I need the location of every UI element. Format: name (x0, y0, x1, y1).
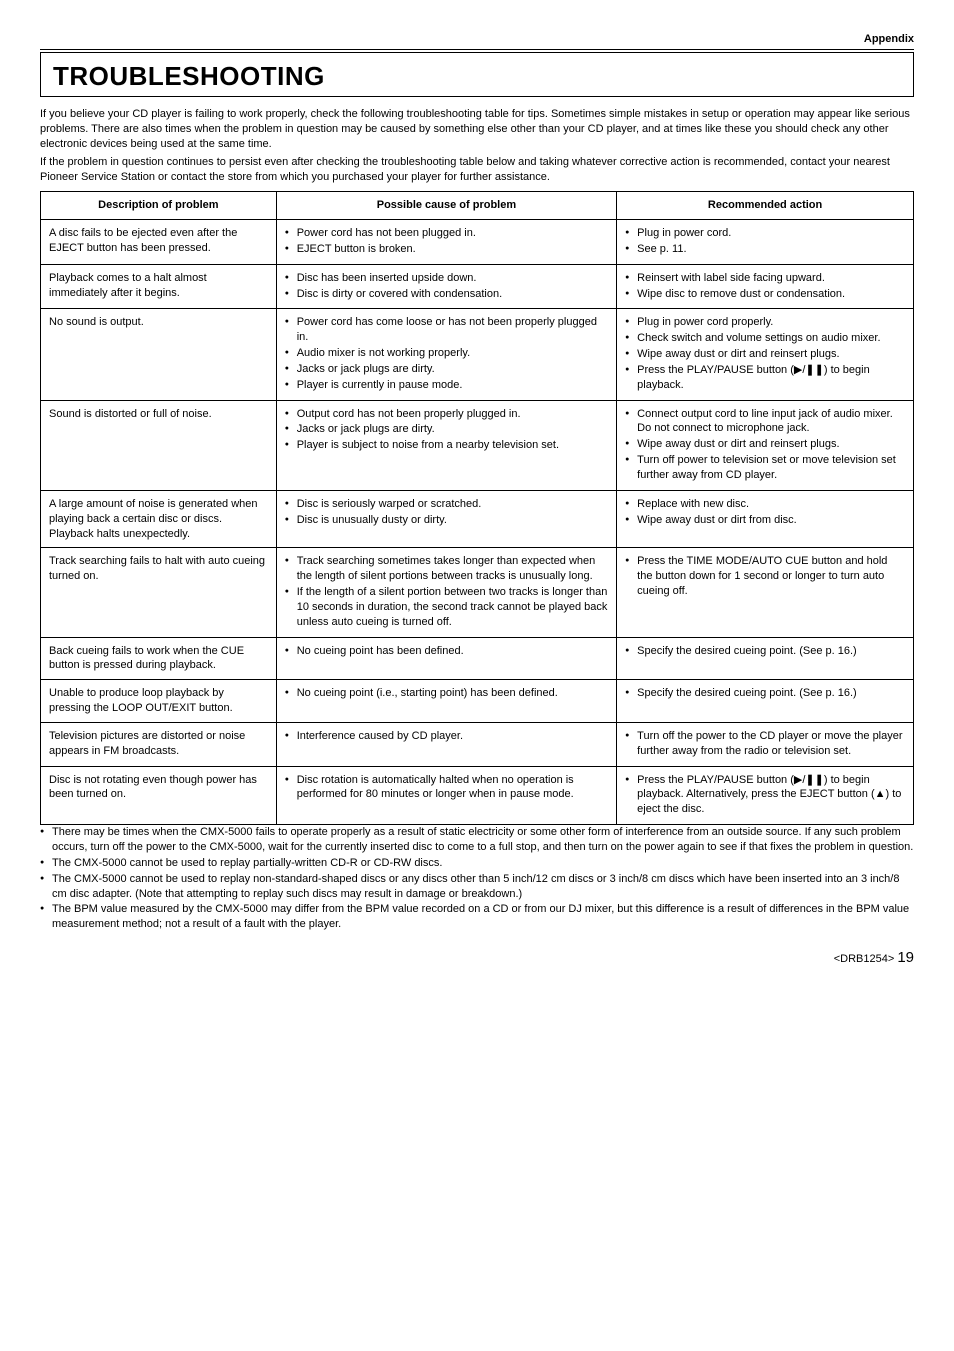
footnote-item: The BPM value measured by the CMX-5000 m… (40, 902, 914, 932)
cell-recommended: Specify the desired cueing point. (See p… (617, 680, 914, 723)
cell-cause: Interference caused by CD player. (276, 722, 616, 766)
list-item: Power cord has not been plugged in. (285, 226, 608, 241)
list-item: Turn off power to television set or move… (625, 453, 905, 483)
cell-cause: No cueing point has been defined. (276, 637, 616, 680)
list-item: Press the TIME MODE/AUTO CUE button and … (625, 554, 905, 599)
list-item: Power cord has come loose or has not bee… (285, 315, 608, 345)
list-item: Jacks or jack plugs are dirty. (285, 422, 608, 437)
intro-paragraph-2: If the problem in question continues to … (40, 155, 914, 185)
list-item: Jacks or jack plugs are dirty. (285, 362, 608, 377)
cell-cause: Track searching sometimes takes longer t… (276, 548, 616, 637)
cell-description: Back cueing fails to work when the CUE b… (41, 637, 277, 680)
list-item: Connect output cord to line input jack o… (625, 407, 905, 437)
cell-recommended: Plug in power cord properly.Check switch… (617, 309, 914, 400)
cell-cause: Power cord has not been plugged in.EJECT… (276, 220, 616, 265)
footnote-item: The CMX-5000 cannot be used to replay no… (40, 872, 914, 902)
table-row: Sound is distorted or full of noise. Outp… (41, 400, 914, 490)
table-row: Track searching fails to halt with auto … (41, 548, 914, 637)
cell-recommended: Press the TIME MODE/AUTO CUE button and … (617, 548, 914, 637)
list-item: Disc has been inserted upside down. (285, 271, 608, 286)
list-item: Output cord has not been properly plugge… (285, 407, 608, 422)
page-title: TROUBLESHOOTING (53, 59, 901, 94)
cell-cause: Disc has been inserted upside down.Disc … (276, 264, 616, 309)
list-item: Press the PLAY/PAUSE button (▶/❚❚) to be… (625, 773, 905, 818)
list-item: Plug in power cord properly. (625, 315, 905, 330)
cell-description: Unable to produce loop playback by press… (41, 680, 277, 723)
list-item: Turn off the power to the CD player or m… (625, 729, 905, 759)
col-description: Description of problem (41, 192, 277, 220)
cell-cause: No cueing point (i.e., starting point) h… (276, 680, 616, 723)
section-label: Appendix (40, 32, 914, 47)
table-header-row: Description of problem Possible cause of… (41, 192, 914, 220)
list-item: Interference caused by CD player. (285, 729, 608, 744)
cell-description: No sound is output. (41, 309, 277, 400)
cell-description: Television pictures are distorted or noi… (41, 722, 277, 766)
footnote-item: The CMX-5000 cannot be used to replay pa… (40, 856, 914, 871)
list-item: Wipe away dust or dirt and reinsert plug… (625, 347, 905, 362)
col-recommended: Recommended action (617, 192, 914, 220)
divider (40, 49, 914, 50)
cell-description: Track searching fails to halt with auto … (41, 548, 277, 637)
troubleshooting-table: Description of problem Possible cause of… (40, 191, 914, 825)
cell-recommended: Connect output cord to line input jack o… (617, 400, 914, 490)
table-row: Unable to produce loop playback by press… (41, 680, 914, 723)
list-item: If the length of a silent portion betwee… (285, 585, 608, 630)
cell-recommended: Replace with new disc.Wipe away dust or … (617, 490, 914, 548)
col-cause: Possible cause of problem (276, 192, 616, 220)
cell-cause: Power cord has come loose or has not bee… (276, 309, 616, 400)
cell-cause: Disc is seriously warped or scratched.Di… (276, 490, 616, 548)
table-row: Back cueing fails to work when the CUE b… (41, 637, 914, 680)
cell-description: Disc is not rotating even though power h… (41, 766, 277, 825)
list-item: Disc is dirty or covered with condensati… (285, 287, 608, 302)
list-item: Audio mixer is not working properly. (285, 346, 608, 361)
cell-cause: Disc rotation is automatically halted wh… (276, 766, 616, 825)
table-row: Television pictures are distorted or noi… (41, 722, 914, 766)
footnote-item: There may be times when the CMX-5000 fai… (40, 825, 914, 855)
page-footer: <DRB1254> 19 (40, 948, 914, 968)
list-item: See p. 11. (625, 242, 905, 257)
list-item: Wipe away dust or dirt and reinsert plug… (625, 437, 905, 452)
table-row: A large amount of noise is generated whe… (41, 490, 914, 548)
page-number: 19 (897, 949, 914, 966)
list-item: Reinsert with label side facing upward. (625, 271, 905, 286)
list-item: Player is subject to noise from a nearby… (285, 438, 608, 453)
doc-code: <DRB1254> (834, 953, 895, 965)
table-row: Disc is not rotating even though power h… (41, 766, 914, 825)
list-item: Replace with new disc. (625, 497, 905, 512)
list-item: No cueing point has been defined. (285, 644, 608, 659)
list-item: Wipe away dust or dirt from disc. (625, 513, 905, 528)
list-item: Disc rotation is automatically halted wh… (285, 773, 608, 803)
footnotes-list: There may be times when the CMX-5000 fai… (40, 825, 914, 932)
cell-description: Sound is distorted or full of noise. (41, 400, 277, 490)
list-item: Specify the desired cueing point. (See p… (625, 644, 905, 659)
table-row: No sound is output. Power cord has come l… (41, 309, 914, 400)
cell-description: Playback comes to a halt almost immediat… (41, 264, 277, 309)
cell-recommended: Specify the desired cueing point. (See p… (617, 637, 914, 680)
cell-description: A disc fails to be ejected even after th… (41, 220, 277, 265)
list-item: EJECT button is broken. (285, 242, 608, 257)
cell-cause: Output cord has not been properly plugge… (276, 400, 616, 490)
cell-recommended: Press the PLAY/PAUSE button (▶/❚❚) to be… (617, 766, 914, 825)
list-item: Check switch and volume settings on audi… (625, 331, 905, 346)
intro-paragraph-1: If you believe your CD player is failing… (40, 107, 914, 152)
table-row: A disc fails to be ejected even after th… (41, 220, 914, 265)
list-item: Disc is seriously warped or scratched. (285, 497, 608, 512)
cell-recommended: Turn off the power to the CD player or m… (617, 722, 914, 766)
list-item: No cueing point (i.e., starting point) h… (285, 686, 608, 701)
list-item: Player is currently in pause mode. (285, 378, 608, 393)
list-item: Press the PLAY/PAUSE button (▶/❚❚) to be… (625, 363, 905, 393)
list-item: Disc is unusually dusty or dirty. (285, 513, 608, 528)
list-item: Track searching sometimes takes longer t… (285, 554, 608, 584)
cell-recommended: Plug in power cord.See p. 11. (617, 220, 914, 265)
cell-recommended: Reinsert with label side facing upward.W… (617, 264, 914, 309)
title-box: TROUBLESHOOTING (40, 53, 914, 97)
list-item: Plug in power cord. (625, 226, 905, 241)
list-item: Wipe disc to remove dust or condensation… (625, 287, 905, 302)
table-row: Playback comes to a halt almost immediat… (41, 264, 914, 309)
list-item: Specify the desired cueing point. (See p… (625, 686, 905, 701)
cell-description: A large amount of noise is generated whe… (41, 490, 277, 548)
